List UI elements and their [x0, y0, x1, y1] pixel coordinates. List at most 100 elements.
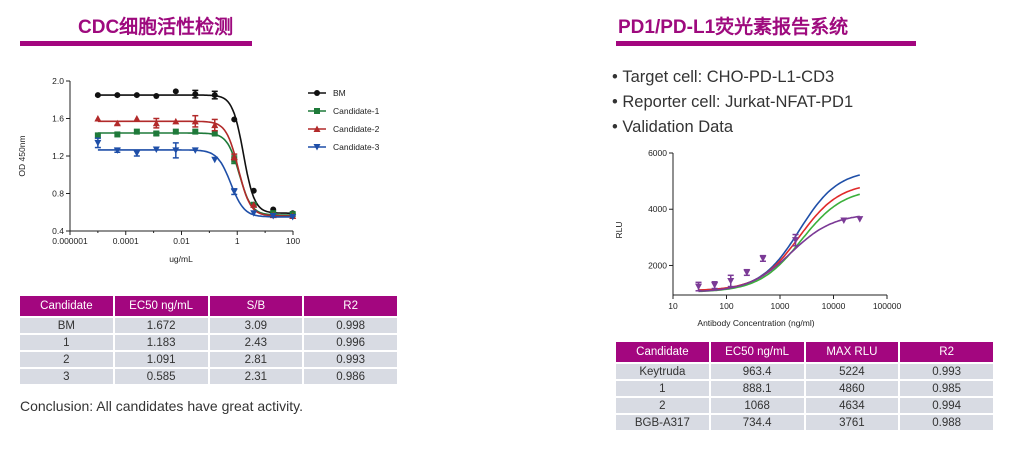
th: R2	[304, 296, 397, 316]
table-row: 3 0.585 2.31 0.986	[20, 369, 397, 384]
cell: 3761	[805, 415, 899, 430]
legend-label: BM	[333, 88, 346, 98]
legend-marker	[314, 108, 320, 114]
data-point	[192, 91, 199, 98]
data-point	[856, 216, 864, 223]
data-point	[727, 277, 735, 285]
data-point	[230, 188, 238, 196]
data-point	[840, 217, 848, 224]
table-row: Keytruda 963.4 5224 0.993	[616, 364, 993, 379]
y-tick-label: 0.4	[52, 226, 64, 236]
data-point	[192, 128, 199, 135]
cell: 734.4	[710, 415, 804, 430]
cdc-table: Candidate EC50 ng/mL S/B R2 BM 1.672 3.09 0.99…	[18, 294, 399, 386]
th: S/B	[209, 296, 303, 316]
x-tick-label: 100	[286, 236, 300, 246]
cell: 2	[616, 398, 709, 413]
table-row: BM 1.672 3.09 0.998	[20, 318, 397, 333]
cell: 2.81	[209, 352, 303, 367]
pd1-table: Candidate EC50 ng/mL MAX RLU R2 Keytruda 963…	[614, 340, 995, 432]
cell: 0.988	[900, 415, 993, 430]
cell: 2	[20, 352, 113, 367]
legend-label: Candidate-3	[333, 142, 380, 152]
cell: 3.09	[209, 318, 303, 333]
data-point	[250, 210, 258, 217]
cell: 888.1	[710, 381, 804, 396]
data-point	[743, 269, 751, 277]
data-point	[114, 131, 121, 138]
cell: 0.993	[304, 352, 397, 367]
x-tick-label: 0.0001	[113, 236, 139, 246]
title-underline	[616, 41, 916, 46]
data-point	[133, 92, 140, 99]
data-point	[250, 201, 258, 208]
cell: 5224	[805, 364, 899, 379]
cell: 1.672	[114, 318, 208, 333]
data-point	[133, 128, 140, 135]
data-point	[191, 117, 199, 125]
x-axis-label: Antibody Concentration (ng/ml)	[697, 318, 814, 328]
legend-marker	[313, 125, 321, 132]
cell: 2.31	[209, 369, 303, 384]
fit-curve-2	[698, 193, 860, 293]
th: Candidate	[616, 342, 709, 362]
data-point	[152, 119, 160, 127]
data-point	[250, 187, 257, 194]
table-row: 1 1.183 2.43 0.996	[20, 335, 397, 350]
cdc-title: CDC细胞活性检测	[78, 17, 234, 38]
pd1-title: PD1/PD-L1荧光素报告系统	[618, 17, 849, 38]
x-tick-label: 1	[235, 236, 240, 246]
cell: 1.091	[114, 352, 208, 367]
data-point	[759, 255, 767, 262]
x-tick-label: 100000	[873, 301, 902, 311]
title-underline	[20, 41, 252, 46]
th: R2	[900, 342, 993, 362]
cell: 1068	[710, 398, 804, 413]
x-tick-label: 10	[668, 301, 678, 311]
cell: 4634	[805, 398, 899, 413]
data-point	[94, 115, 102, 122]
y-axis-label: RLU	[614, 221, 624, 238]
data-point	[94, 139, 102, 147]
bullet-validation: • Validation Data	[612, 118, 734, 136]
cell: 0.985	[900, 381, 993, 396]
cell: BM	[20, 318, 113, 333]
cell: 1	[616, 381, 709, 396]
data-point	[211, 121, 219, 129]
y-tick-label: 1.2	[52, 151, 64, 161]
data-point	[211, 130, 218, 137]
cell: 0.585	[114, 369, 208, 384]
data-point	[711, 282, 719, 289]
y-tick-label: 2000	[648, 260, 667, 270]
bullet-target-cell: • Target cell: CHO-PD-L1-CD3	[612, 68, 835, 86]
x-tick-label: 0.01	[173, 236, 190, 246]
cell: 1.183	[114, 335, 208, 350]
legend-marker	[314, 90, 320, 96]
bullet-text: Target cell: CHO-PD-L1-CD3	[622, 68, 835, 86]
legend-label: Candidate-2	[333, 124, 380, 134]
table-row: 1 888.1 4860 0.985	[616, 381, 993, 396]
fit-curve-BM	[97, 94, 293, 214]
data-point	[94, 92, 101, 99]
data-point	[172, 117, 180, 125]
x-tick-label: 1000	[771, 301, 790, 311]
cell: 0.986	[304, 369, 397, 384]
fit-curve-Candidate-1	[97, 132, 293, 216]
th: Candidate	[20, 296, 113, 316]
bullet-reporter-cell: • Reporter cell: Jurkat-NFAT-PD1	[612, 93, 854, 111]
conclusion: Conclusion: All candidates have great ac…	[20, 398, 304, 414]
y-tick-label: 6000	[648, 148, 667, 158]
data-point	[269, 213, 277, 220]
bullet-text: Reporter cell: Jurkat-NFAT-PD1	[622, 93, 854, 111]
data-point	[133, 150, 141, 157]
y-axis-label: OD 450nm	[17, 135, 27, 176]
y-tick-label: 2.0	[52, 76, 64, 86]
cell: Keytruda	[616, 364, 709, 379]
table-row: 2 1.091 2.81 0.993	[20, 352, 397, 367]
fit-curve-Keytruda	[698, 174, 860, 291]
cell: 4860	[805, 381, 899, 396]
data-point	[231, 116, 238, 123]
table-row: 2 1068 4634 0.994	[616, 398, 993, 413]
cell: 0.998	[304, 318, 397, 333]
y-tick-label: 0.8	[52, 189, 64, 199]
